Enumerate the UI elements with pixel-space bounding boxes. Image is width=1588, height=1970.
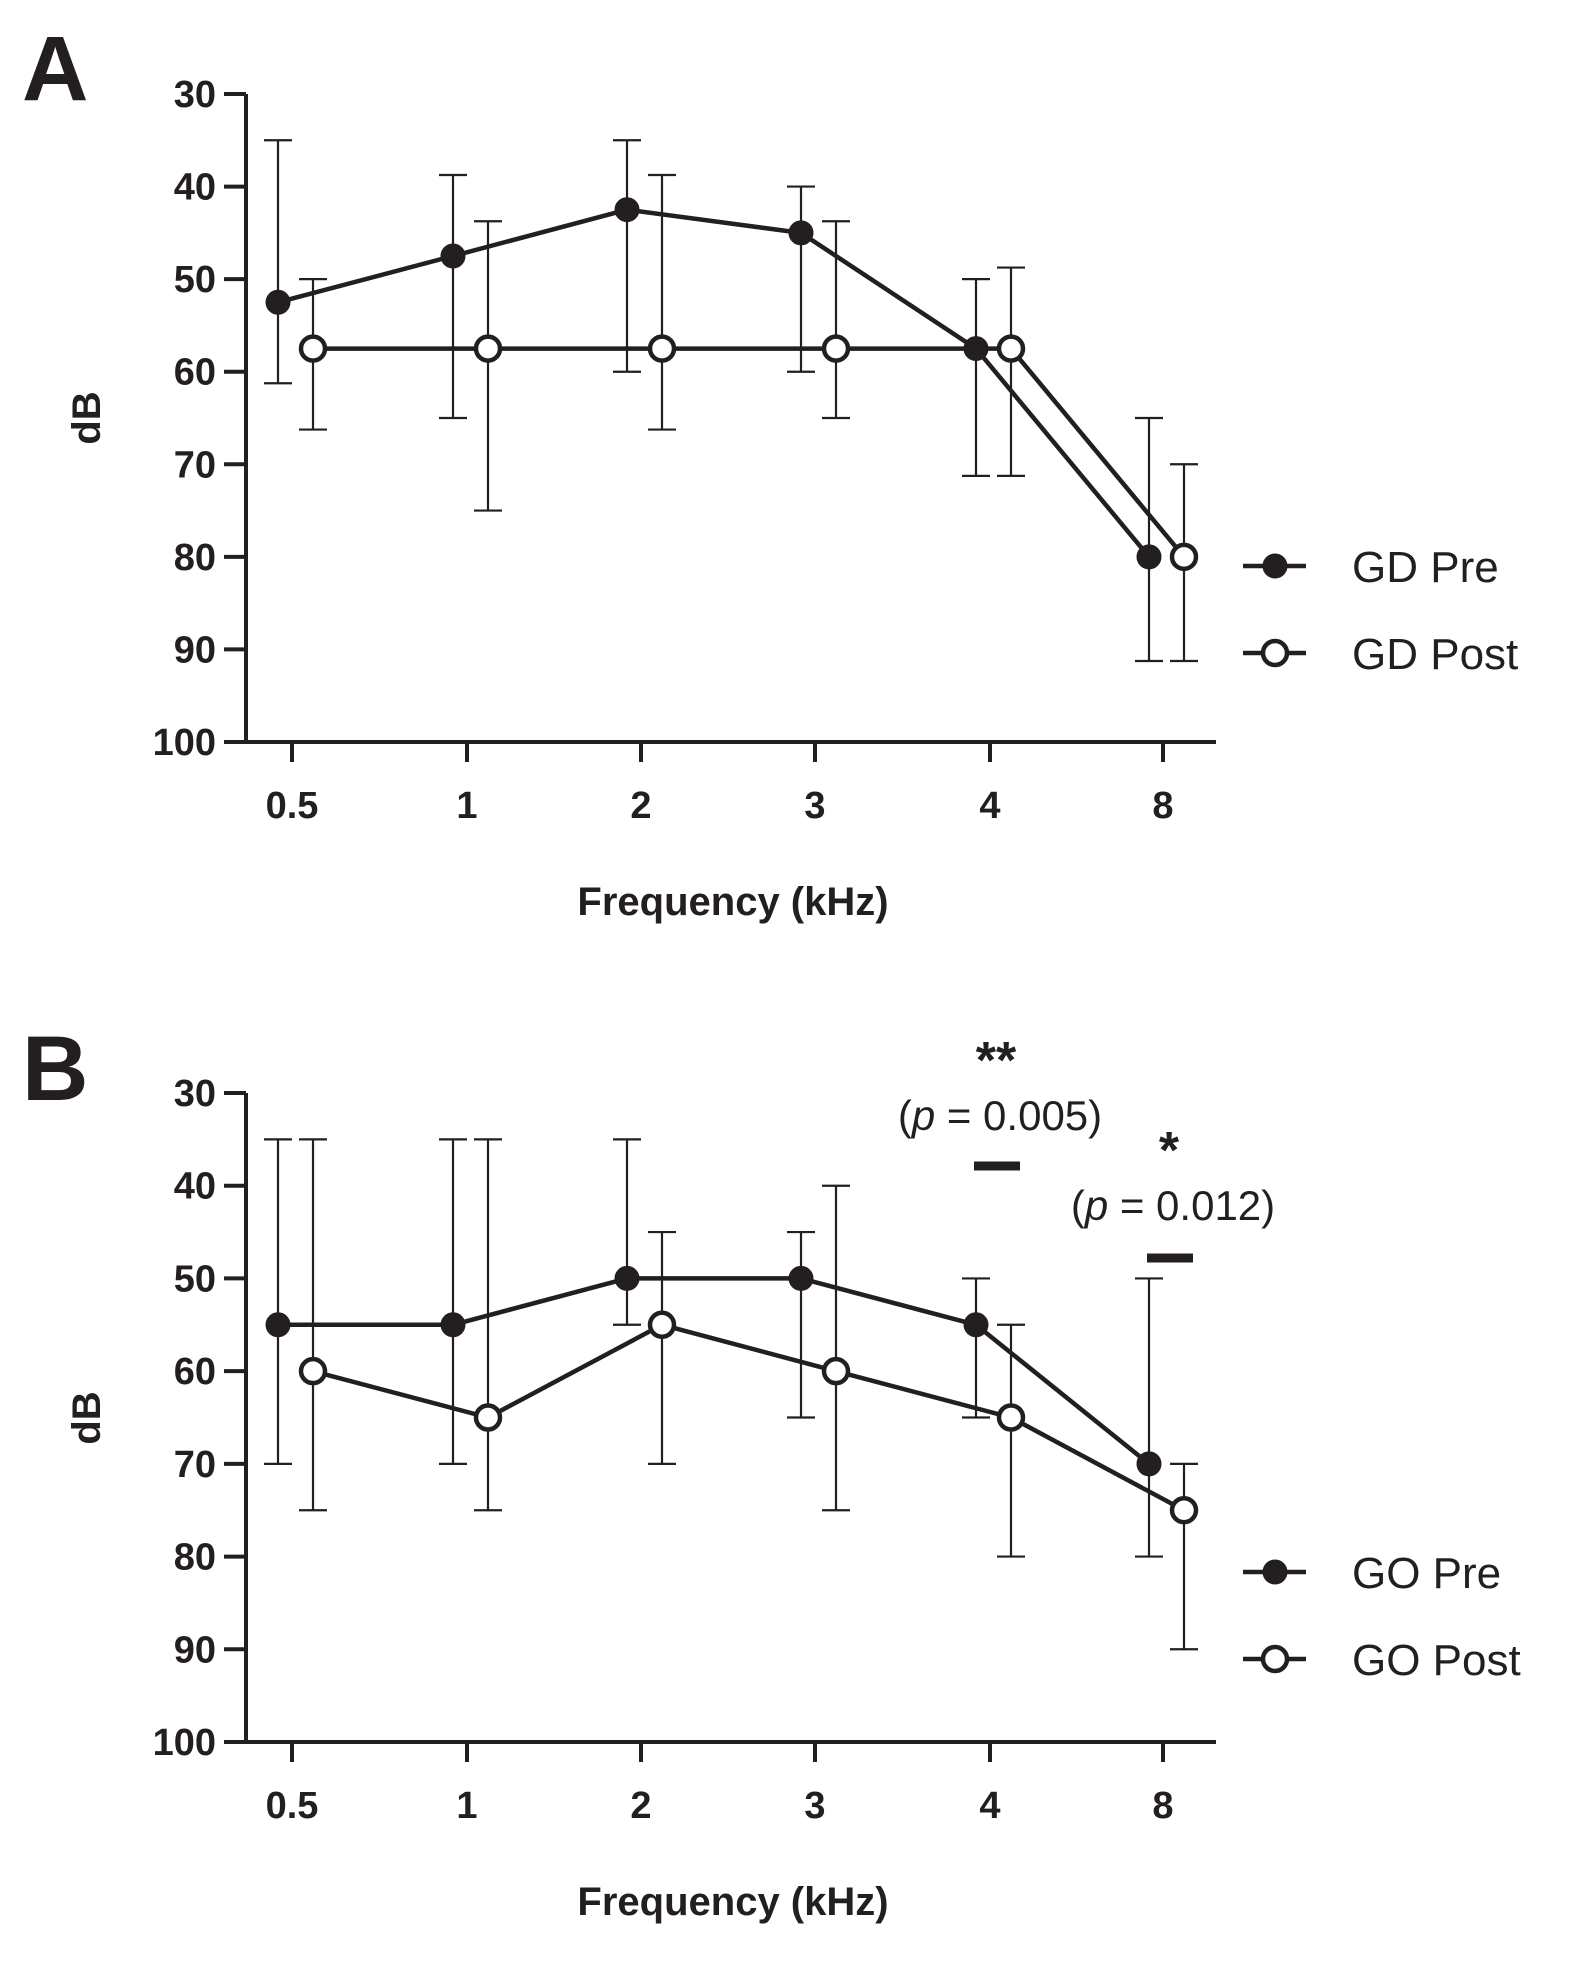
- series-line: [278, 1276, 1151, 1466]
- panel-label: B: [22, 1018, 88, 1120]
- data-point-open: [647, 334, 677, 363]
- y-tick-label: 70: [174, 444, 216, 486]
- y-tick-label: 90: [174, 629, 216, 671]
- y-axis-title: dB: [65, 1391, 109, 1444]
- data-point-open: [821, 334, 851, 363]
- data-point-filled: [788, 1265, 814, 1291]
- data-point-open: [298, 334, 328, 363]
- y-tick-label: 60: [174, 352, 216, 394]
- p-value-paren: (: [898, 1092, 912, 1139]
- data-point-filled: [440, 1312, 466, 1338]
- legend-marker: [1262, 553, 1288, 579]
- data-point-filled: [440, 243, 466, 269]
- series-line: [277, 207, 1151, 559]
- data-point-open: [996, 1403, 1026, 1432]
- y-tick-label: 60: [174, 1351, 216, 1393]
- data-point-filled: [614, 197, 640, 223]
- data-point-open: [1169, 1495, 1199, 1525]
- series-post: [298, 173, 1199, 663]
- y-tick-label: 100: [153, 722, 216, 764]
- y-tick-label: 80: [174, 1537, 216, 1579]
- data-point-open: [298, 1356, 328, 1386]
- y-tick-label: 70: [174, 1444, 216, 1486]
- x-tick-label: 1: [456, 1785, 477, 1827]
- x-axis-title: Frequency (kHz): [577, 880, 888, 924]
- series-pre: [264, 1138, 1163, 1558]
- legend-label: GD Pre: [1352, 543, 1499, 592]
- panel-b: B 30 40 50 60 70 80 90 100 0.5 1 2 3 4 8 Frequency (kHz…: [22, 1018, 1521, 1924]
- p-value-text: = 0.012): [1108, 1182, 1275, 1229]
- data-point-filled: [265, 1312, 291, 1338]
- data-point-open: [1169, 542, 1199, 572]
- y-tick-label: 80: [174, 537, 216, 579]
- data-point-open: [647, 1310, 677, 1340]
- data-point-filled: [1136, 1451, 1162, 1477]
- y-tick-label: 30: [174, 1073, 216, 1115]
- legend-marker: [1260, 1644, 1290, 1674]
- significance-stars: **: [976, 1032, 1017, 1090]
- y-tick-label: 100: [153, 1722, 216, 1764]
- p-value-label: (p = 0.012): [1071, 1182, 1275, 1229]
- y-tick-label: 40: [174, 1166, 216, 1208]
- data-point-open: [996, 334, 1026, 363]
- legend-label: GO Post: [1352, 1636, 1521, 1685]
- x-tick-label: 8: [1152, 785, 1173, 827]
- y-axis-title: dB: [65, 391, 109, 444]
- p-value-paren: (: [1071, 1182, 1085, 1229]
- p-value-text: = 0.005): [935, 1092, 1102, 1139]
- data-point-open: [473, 1403, 503, 1432]
- panel-a: A 30 40 50 60 70 80 90 100 0.5 1 2 3 4 8 Frequency (kHz…: [22, 18, 1518, 924]
- data-point-filled: [963, 1312, 989, 1338]
- p-symbol: p: [910, 1092, 935, 1139]
- legend-label: GO Pre: [1352, 1549, 1501, 1598]
- x-tick-label: 0.5: [266, 1785, 319, 1827]
- x-tick-label: 4: [979, 1785, 1000, 1827]
- data-point-filled: [614, 1265, 640, 1291]
- x-tick-label: 3: [804, 785, 825, 827]
- legend-marker: [1262, 1559, 1288, 1585]
- panel-label: A: [22, 18, 88, 120]
- legend-label: GD Post: [1352, 630, 1518, 679]
- y-tick-label: 50: [174, 1258, 216, 1300]
- y-tick-label: 90: [174, 1629, 216, 1671]
- significance-stars: *: [1159, 1122, 1180, 1180]
- x-tick-label: 3: [804, 1785, 825, 1827]
- x-axis-title: Frequency (kHz): [577, 1880, 888, 1924]
- data-point-open: [473, 334, 503, 363]
- y-tick-label: 50: [174, 259, 216, 301]
- y-tick-label: 40: [174, 167, 216, 209]
- p-value-label: (p = 0.005): [898, 1092, 1102, 1139]
- y-tick-label: 30: [174, 74, 216, 116]
- series-line: [312, 1322, 1186, 1513]
- x-tick-label: 2: [630, 785, 651, 827]
- x-tick-label: 1: [456, 785, 477, 827]
- data-point-filled: [1136, 544, 1162, 570]
- x-tick-label: 8: [1152, 1785, 1173, 1827]
- series-pre: [264, 139, 1163, 663]
- data-point-filled: [265, 289, 291, 315]
- x-tick-label: 4: [979, 785, 1000, 827]
- x-tick-label: 2: [630, 1785, 651, 1827]
- legend-marker: [1260, 638, 1290, 668]
- data-point-filled: [788, 220, 814, 246]
- x-tick-label: 0.5: [266, 785, 319, 827]
- p-symbol: p: [1083, 1182, 1108, 1229]
- series-post: [298, 1138, 1199, 1651]
- series-line: [313, 346, 1186, 559]
- data-point-open: [821, 1356, 851, 1386]
